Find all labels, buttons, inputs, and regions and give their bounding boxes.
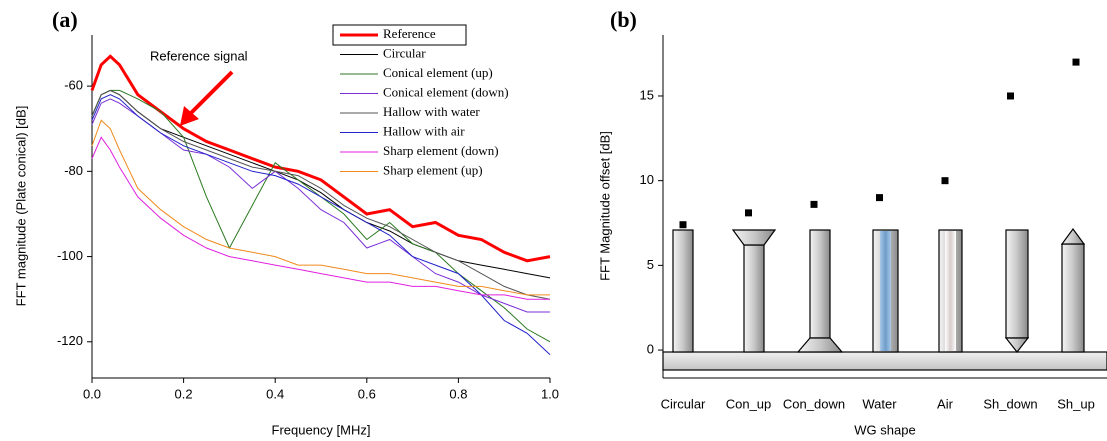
panel-label: (a) <box>52 7 78 32</box>
legend-label: Hallow with water <box>383 104 480 119</box>
x-tick-label: 1.0 <box>541 386 559 401</box>
point <box>876 194 883 202</box>
point <box>1007 92 1014 100</box>
y-axis-title: FFT magnitude (Plate conical) [dB] <box>13 106 28 307</box>
series-line <box>91 94 551 355</box>
series-line <box>91 119 550 296</box>
y-tick-label: -60 <box>64 78 83 93</box>
series-line <box>91 89 551 279</box>
legend-label: Hallow with air <box>383 123 465 138</box>
x-tick-label: Con_up <box>726 396 772 411</box>
annotation: Reference signal <box>150 48 248 63</box>
point <box>1072 58 1080 66</box>
point <box>941 177 949 185</box>
series-line <box>91 89 551 300</box>
y-axis-title: FFT Magnitude offset [dB] <box>597 131 612 281</box>
waveguide-shapes <box>662 227 1107 371</box>
x-tick-label: 0.0 <box>83 386 101 401</box>
point <box>745 209 752 217</box>
x-axis-title: WG shape <box>854 422 915 437</box>
x-tick-label: 0.2 <box>175 386 193 401</box>
legend-label: Conical element (up) <box>383 65 493 80</box>
legend-label: Sharp element (up) <box>383 162 483 177</box>
y-tick-label: 0 <box>647 341 654 356</box>
x-tick-label: Sh_down <box>983 396 1037 411</box>
legend-label: Reference <box>383 26 436 41</box>
y-tick-label: 5 <box>647 257 654 272</box>
series-line <box>91 89 551 343</box>
x-tick-label: Water <box>862 396 897 411</box>
x-tick-label: 0.6 <box>358 386 376 401</box>
x-tick-label: Circular <box>661 396 706 411</box>
x-tick-label: Con_down <box>783 396 845 411</box>
point <box>679 221 687 229</box>
legend-highlight <box>332 24 467 46</box>
y-tick-label: -80 <box>64 163 83 178</box>
legend-label: Conical element (down) <box>383 84 509 99</box>
y-tick-label: -100 <box>57 248 83 263</box>
legend-label: Sharp element (down) <box>383 143 499 158</box>
x-tick-label: Air <box>937 396 954 411</box>
x-tick-label: 0.4 <box>266 386 284 401</box>
x-axis-title: Frequency [MHz] <box>272 422 371 437</box>
y-tick-label: 15 <box>640 87 654 102</box>
y-tick-label: 10 <box>640 172 654 187</box>
legend-label: Circular <box>383 45 426 60</box>
annotation-arrow <box>180 70 234 126</box>
x-tick-label: 0.8 <box>449 386 467 401</box>
point <box>810 200 818 208</box>
x-tick-label: Sh_up <box>1057 396 1095 411</box>
series-line <box>90 54 551 263</box>
series-line <box>91 98 550 313</box>
series-line <box>91 136 550 300</box>
panel-label: (b) <box>610 7 637 32</box>
y-tick-label: -120 <box>57 333 83 348</box>
